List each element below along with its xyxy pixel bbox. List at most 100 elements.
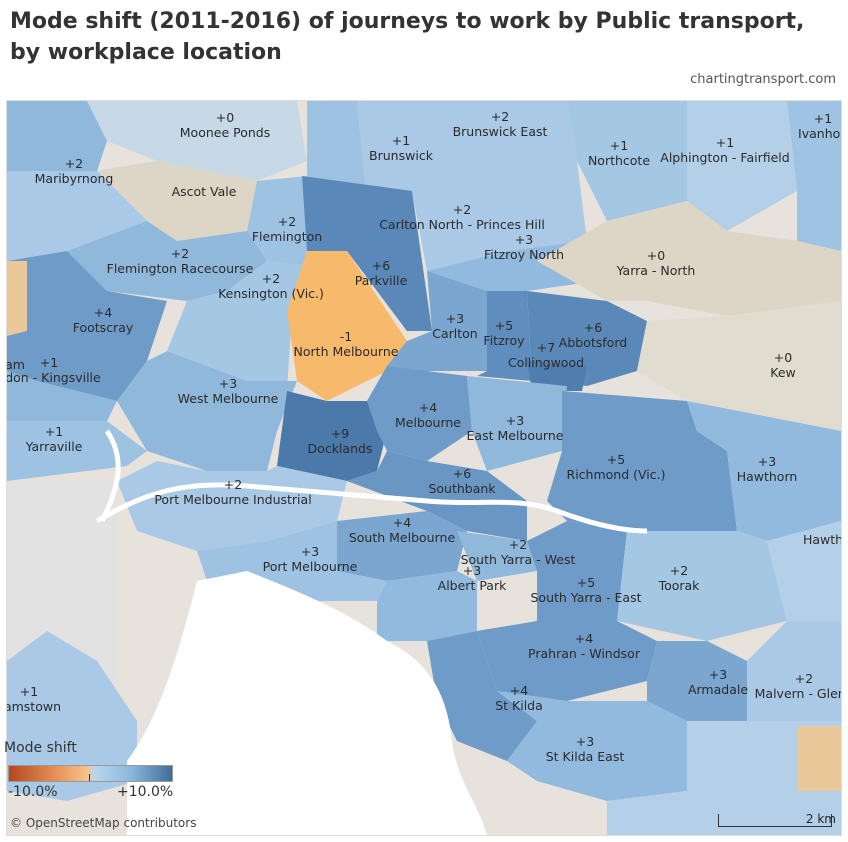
area-toorak[interactable]: [617, 531, 787, 641]
area-name-moonee-ponds: Moonee Ponds: [180, 125, 270, 140]
area-name-hawthorn: Hawthorn: [737, 469, 798, 484]
area-carlton[interactable]: [387, 271, 487, 371]
area-south-melbourne[interactable]: [337, 511, 467, 581]
shift-value-brunswick-east: +2: [491, 109, 509, 124]
area-kensington[interactable]: [167, 261, 307, 391]
area-malvern[interactable]: [747, 621, 841, 721]
area-name-collingwood: Collingwood: [508, 355, 584, 370]
area-northcote[interactable]: [567, 101, 687, 221]
area-south-yarra-west[interactable]: [457, 531, 537, 581]
shift-value-fitzroy: +5: [495, 318, 513, 333]
shift-value-richmond-vic: +5: [607, 452, 625, 467]
area-name-flemington-racecourse: Flemington Racecourse: [107, 261, 254, 276]
area-name-kensington-vic: Kensington (Vic.): [218, 286, 324, 301]
shift-value-prahran-windsor: +4: [575, 631, 593, 646]
area-albert-park[interactable]: [377, 571, 477, 641]
area-prahran[interactable]: [477, 621, 657, 701]
shift-value-port-melbourne: +3: [301, 544, 319, 559]
area-south-yarra-east[interactable]: [527, 521, 627, 621]
area-east-melbourne[interactable]: [467, 376, 567, 471]
shift-value-st-kilda-east: +3: [576, 734, 594, 749]
area-flemington[interactable]: [247, 176, 307, 266]
area-name-prahran-windsor: Prahran - Windsor: [528, 646, 641, 661]
shift-value-st-kilda: +4: [510, 683, 528, 698]
shift-value-toorak: +2: [670, 563, 688, 578]
shift-value-carlton: +3: [446, 311, 464, 326]
maribyrnong-river: [99, 429, 121, 523]
shift-value-maribyrnong: +2: [65, 156, 83, 171]
area-kingsville[interactable]: [7, 371, 117, 421]
area-name-alphington-fairfield: Alphington - Fairfield: [660, 150, 789, 165]
shift-value-yarra-north: +0: [647, 248, 665, 263]
area-name-northcote: Northcote: [588, 153, 650, 168]
area-name-ascot-vale: Ascot Vale: [172, 184, 237, 199]
port-phillip-bay: [127, 571, 487, 835]
area-alphington[interactable]: [687, 101, 797, 231]
shift-value-flemington-racecourse: +2: [171, 246, 189, 261]
shift-value-kensington-vic: +2: [262, 271, 280, 286]
area-williamstown[interactable]: [7, 631, 137, 801]
area-far-west-tan[interactable]: [7, 261, 27, 336]
area-st-kilda[interactable]: [427, 631, 537, 761]
shift-value-southbank: +6: [453, 466, 471, 481]
area-brunswick[interactable]: [307, 101, 367, 201]
area-name-footscray: Footscray: [73, 320, 134, 335]
map-canvas[interactable]: +0 Moonee Ponds +2 Brunswick East +1 Brunswic…: [6, 100, 842, 836]
shift-value-port-melbourne-industrial: +2: [224, 477, 242, 492]
area-hawthorn[interactable]: [687, 401, 841, 541]
shift-value-melbourne: +4: [419, 400, 437, 415]
area-name-north-melbourne: North Melbourne: [294, 344, 399, 359]
shift-value-abbotsford: +6: [584, 320, 602, 335]
area-name-south-yarra-east: South Yarra - East: [530, 590, 641, 605]
yarra-river: [95, 482, 648, 534]
shift-value-south-yarra-east: +5: [577, 575, 595, 590]
shift-value-west-melbourne: +3: [219, 376, 237, 391]
area-name-port-melbourne-industrial: Port Melbourne Industrial: [154, 492, 311, 507]
area-flemington-racecourse[interactable]: [67, 221, 267, 301]
area-name-south-melbourne: South Melbourne: [349, 530, 456, 545]
area-armadale[interactable]: [647, 641, 747, 721]
area-melbourne[interactable]: [367, 366, 472, 461]
area-abbotsford[interactable]: [527, 291, 647, 386]
area-richmond[interactable]: [547, 391, 737, 531]
shift-value-kew: +0: [774, 350, 792, 365]
area-southbank[interactable]: [347, 451, 527, 541]
osm-attribution[interactable]: © OpenStreetMap contributors: [10, 816, 197, 830]
area-name-carlton: Carlton: [432, 326, 477, 341]
area-parkville[interactable]: [302, 176, 432, 331]
area-name-albert-park: Albert Park: [438, 578, 507, 593]
area-west-melbourne[interactable]: [117, 351, 297, 471]
area-carlton-north[interactable]: [412, 161, 587, 271]
area-yarra-north[interactable]: [537, 201, 841, 316]
shift-value-collingwood: +7: [537, 340, 555, 355]
shift-value-docklands: +9: [331, 426, 349, 441]
shift-value-carlton-north-princes-hill: +2: [453, 202, 471, 217]
area-south-east-corner[interactable]: [607, 721, 841, 835]
area-ascot-vale[interactable]: [97, 161, 257, 241]
area-north-melbourne[interactable]: [287, 251, 407, 401]
area-caulfield-tan[interactable]: [797, 726, 841, 791]
area-name-liamstown: liamstown: [7, 699, 61, 714]
area-fitzroy[interactable]: [477, 291, 532, 381]
area-footscray[interactable]: [7, 251, 167, 401]
area-brunswick-east[interactable]: [357, 101, 577, 201]
scale-bar-label: 2 km: [805, 812, 836, 826]
legend-title: Mode shift: [4, 740, 77, 756]
area-ivanhoe[interactable]: [787, 101, 841, 251]
shift-value-armadale: +3: [709, 667, 727, 682]
area-docklands[interactable]: [277, 391, 387, 481]
area-north-west[interactable]: [7, 101, 107, 171]
area-kew[interactable]: [637, 301, 841, 431]
area-st-kilda-east[interactable]: [497, 691, 687, 801]
area-moonee-ponds[interactable]: [87, 101, 307, 181]
scale-bar: [718, 814, 832, 827]
source-credit[interactable]: chartingtransport.com: [690, 72, 836, 87]
area-port-melbourne-industrial[interactable]: [117, 461, 347, 551]
area-hawthorn-east[interactable]: [767, 521, 841, 621]
shift-value-northcote: +1: [610, 138, 628, 153]
area-name-east-melbourne: East Melbourne: [467, 428, 564, 443]
area-name-port-melbourne: Port Melbourne: [263, 559, 358, 574]
area-name-toorak: Toorak: [658, 578, 701, 593]
